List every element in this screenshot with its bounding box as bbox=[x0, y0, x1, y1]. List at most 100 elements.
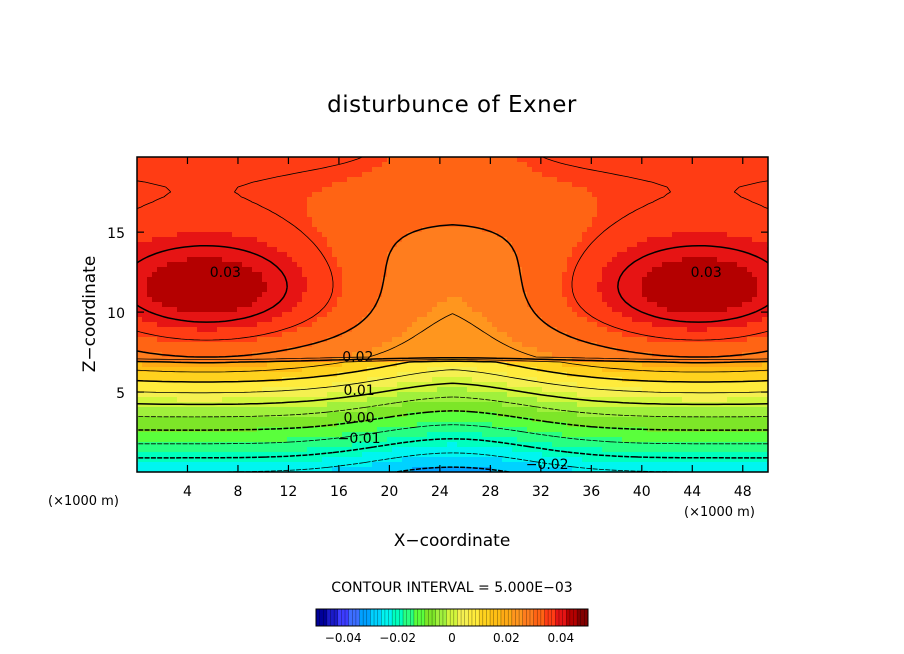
contour-line bbox=[137, 244, 768, 323]
plot-frame bbox=[136, 156, 769, 473]
contour-line bbox=[137, 157, 768, 341]
colorbar-segment bbox=[537, 609, 542, 626]
colorbar-segment bbox=[345, 609, 350, 626]
colorbar-segment bbox=[355, 609, 360, 626]
colorbar-segment bbox=[551, 609, 556, 626]
colorbar-segment bbox=[468, 609, 473, 626]
y-axis-label: Z−coordinate bbox=[80, 256, 100, 373]
colorbar-segment bbox=[334, 609, 339, 626]
colorbar-segment bbox=[584, 609, 589, 626]
colorbar-segment bbox=[323, 609, 328, 626]
x-tick-label: 12 bbox=[280, 484, 298, 500]
contour-line bbox=[137, 360, 768, 383]
colorbar-segment bbox=[439, 609, 444, 626]
colorbar-segment bbox=[529, 609, 534, 626]
colorbar-segment bbox=[522, 609, 527, 626]
contour-label: 0.03 bbox=[210, 265, 241, 281]
contour-line bbox=[395, 466, 510, 472]
colorbar-segment bbox=[555, 609, 560, 626]
chart-title: disturbunce of Exner bbox=[327, 92, 577, 118]
contour-line bbox=[137, 356, 768, 364]
colorbar-segment bbox=[573, 609, 578, 626]
colorbar-segment bbox=[540, 609, 545, 626]
colorbar-segment bbox=[500, 609, 505, 626]
colorbar-segment bbox=[569, 609, 574, 626]
colorbar-segment bbox=[326, 609, 331, 626]
colorbar-segment bbox=[403, 609, 408, 626]
contour-interval-label: CONTOUR INTERVAL = 5.000E−03 bbox=[331, 580, 572, 596]
contour-label: −0.02 bbox=[526, 457, 569, 473]
contour-line bbox=[137, 410, 768, 431]
colorbar-segment bbox=[435, 609, 440, 626]
colorbar-segment bbox=[377, 609, 382, 626]
colorbar-segment bbox=[558, 609, 564, 626]
colorbar-segment bbox=[381, 609, 386, 626]
colorbar-segment bbox=[544, 609, 549, 626]
x-unit-left: (×1000 m) bbox=[48, 494, 119, 509]
contour-line bbox=[137, 438, 768, 459]
x-tick-label: 24 bbox=[431, 484, 449, 500]
colorbar-segment bbox=[410, 609, 415, 626]
colorbar-segment bbox=[406, 609, 411, 626]
colorbar-segment bbox=[482, 609, 487, 626]
contour-label: −0.01 bbox=[338, 431, 381, 447]
colorbar-segment bbox=[562, 609, 567, 626]
contour-labels: 0.03 0.03 0.02 0.01 0.00 −0.01 −0.02 bbox=[210, 265, 722, 473]
colorbar-segment bbox=[388, 609, 393, 626]
colorbar-segment bbox=[366, 609, 371, 626]
x-tick-label: 28 bbox=[481, 484, 499, 500]
colorbar-segment bbox=[497, 609, 502, 626]
colorbar-segment bbox=[341, 609, 346, 626]
colorbar-segment bbox=[359, 609, 364, 626]
contour-line bbox=[137, 359, 768, 373]
colorbar-segment bbox=[526, 609, 531, 626]
contour-label: 0.03 bbox=[691, 265, 722, 281]
colorbar-segment bbox=[395, 609, 400, 626]
contour-line bbox=[137, 424, 768, 445]
colorbar-segment bbox=[580, 609, 585, 626]
x-tick-label: 32 bbox=[532, 484, 550, 500]
contour-label: 0.02 bbox=[342, 350, 373, 366]
colorbar-segment bbox=[384, 609, 389, 626]
colorbar-segment bbox=[399, 609, 404, 626]
colorbar-segment bbox=[486, 609, 491, 626]
colorbar-segment bbox=[348, 609, 353, 626]
colorbar-segment bbox=[577, 609, 582, 626]
colorbar-segment bbox=[490, 609, 495, 626]
colorbar-segment bbox=[548, 609, 553, 626]
colorbar-segment bbox=[493, 609, 498, 626]
colorbar-segment bbox=[392, 609, 397, 626]
colorbar-segment bbox=[330, 609, 335, 626]
colorbar-segment bbox=[446, 609, 451, 626]
colorbar-segment bbox=[421, 609, 426, 626]
colorbar-segment bbox=[533, 609, 538, 626]
x-tick-label: 8 bbox=[233, 484, 242, 500]
x-tick-label: 20 bbox=[380, 484, 398, 500]
colorbar-segment bbox=[417, 609, 422, 626]
colorbar-segment bbox=[413, 609, 418, 626]
colorbar-tick-label: −0.04 bbox=[325, 631, 362, 645]
contour-line bbox=[137, 382, 768, 406]
colorbar-segment bbox=[428, 609, 433, 626]
y-tick-label: 15 bbox=[107, 226, 125, 242]
contour-lines bbox=[137, 157, 768, 472]
colorbar-segment bbox=[461, 609, 466, 626]
colorbar-segment bbox=[352, 609, 357, 626]
colorbar-tick-label: 0 bbox=[448, 631, 456, 645]
contour-line bbox=[137, 396, 768, 418]
colorbar-segment bbox=[457, 609, 462, 626]
colorbar-segment bbox=[363, 609, 368, 626]
x-unit-right: (×1000 m) bbox=[684, 505, 755, 520]
colorbar-segment bbox=[337, 609, 342, 626]
y-tick-label: 10 bbox=[107, 306, 125, 322]
x-tick-label: 36 bbox=[582, 484, 600, 500]
x-axis-label: X−coordinate bbox=[394, 531, 511, 551]
colorbar-tick-label: −0.02 bbox=[379, 631, 416, 645]
contour-line bbox=[137, 224, 768, 358]
colorbar-segment bbox=[442, 609, 447, 626]
colorbar-segment bbox=[515, 609, 520, 626]
colorbar-segment bbox=[464, 609, 469, 626]
colorbar-segment bbox=[432, 609, 437, 626]
colorbar-segment bbox=[475, 609, 480, 626]
